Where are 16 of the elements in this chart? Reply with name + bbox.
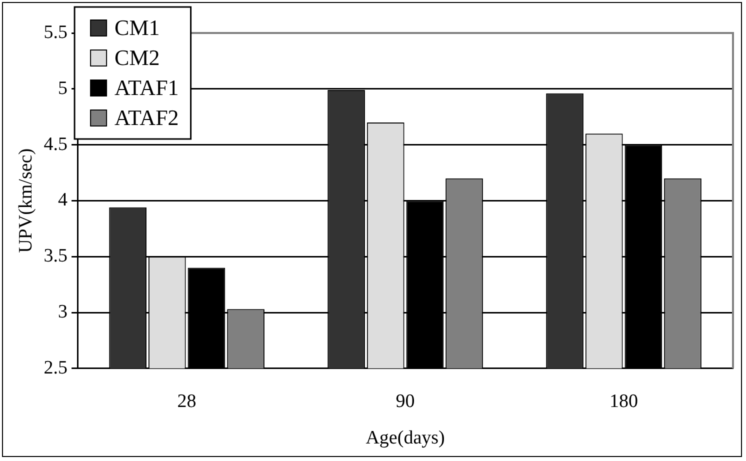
x-tick-label: 180 [610, 390, 638, 412]
text: 5.5 [44, 22, 68, 43]
legend-label: CM2 [114, 44, 160, 70]
x-axis-title: Age(days) [366, 428, 445, 449]
legend-label: ATAF2 [114, 104, 179, 130]
y-tick-label: 4 [58, 190, 68, 211]
text: 2.5 [44, 357, 68, 378]
text: 3.5 [44, 246, 68, 267]
x-tick-label: 90 [396, 390, 415, 412]
x-tick-label: 28 [177, 390, 196, 412]
legend-label: ATAF1 [114, 74, 179, 100]
text: 4.5 [44, 134, 68, 155]
y-tick-label: 3 [58, 301, 68, 322]
legend-label: CM1 [114, 14, 160, 40]
y-tick-label: 5 [58, 78, 68, 99]
y-axis-title: UPV(km/sec) [15, 148, 36, 253]
